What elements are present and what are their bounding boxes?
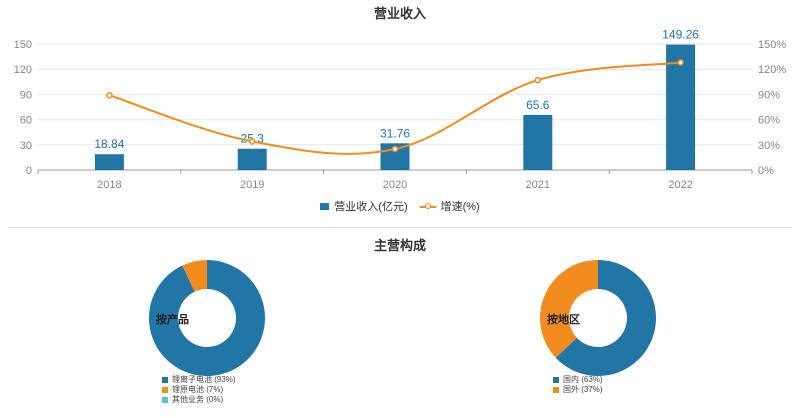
region-legend-item[interactable]: 国外 (37%) [553,385,603,395]
bar-data-label: 18.84 [94,137,124,151]
bar-data-label: 65.6 [526,98,550,112]
legend-swatch [553,377,559,383]
legend-label: 国内 (63%) [563,375,603,384]
y-tick-left: 150 [14,39,32,51]
legend-item-growth[interactable]: 增速(%) [419,198,480,214]
legend-label: 锂离子电池 (93%) [172,375,236,384]
growth-point[interactable] [391,145,399,153]
product-legend: 锂离子电池 (93%) 锂原电池 (7%) 其他业务 (0%) [162,375,236,405]
legend-label: 其他业务 (0%) [172,395,224,404]
x-tick-label: 2020 [383,179,407,191]
y-tick-left: 90 [20,89,32,101]
region-legend-item[interactable]: 国内 (63%) [553,375,603,385]
growth-point[interactable] [248,138,256,145]
region-legend: 国内 (63%) 国外 (37%) [553,375,603,395]
legend-swatch-bar [320,202,330,210]
legend-swatch [162,397,168,403]
y-tick-right: 60% [758,115,780,127]
legend-label-revenue: 营业收入(亿元) [334,201,408,213]
product-legend-item[interactable]: 锂原电池 (7%) [162,385,236,395]
growth-point[interactable] [677,59,684,66]
section-divider [8,227,792,228]
donut-slice[interactable] [540,260,598,358]
legend-swatch [162,387,168,393]
bar-data-label: 149.26 [662,28,699,42]
donut-slice[interactable] [555,260,656,376]
bar[interactable] [94,154,124,170]
legend-swatch [553,387,559,393]
x-tick-label: 2018 [97,179,121,191]
donut-label-product: 按产品 [156,314,189,326]
y-tick-left: 120 [14,64,32,76]
bar-data-label: 31.76 [380,126,410,140]
donut-slice[interactable] [148,260,265,376]
legend-label: 国外 (37%) [563,385,603,394]
composition-title: 主营构成 [373,238,426,253]
chart-title: 营业收入 [373,6,426,21]
legend-label: 锂原电池 (7%) [172,385,224,394]
growth-point[interactable] [534,76,542,84]
region-donut-chart [540,260,656,376]
product-legend-item[interactable]: 其他业务 (0%) [162,395,236,405]
product-donut-chart [148,260,265,376]
y-tick-left: 60 [20,115,32,127]
donut-slice[interactable] [182,260,207,292]
y-tick-right: 90% [758,89,780,101]
y-tick-right: 150% [758,39,786,51]
y-tick-left: 0 [26,165,32,177]
bar[interactable] [237,148,267,170]
legend-item-revenue[interactable]: 营业收入(亿元) [320,198,408,214]
legend-swatch-line [419,202,436,211]
legend-swatch [162,377,168,383]
x-tick-label: 2019 [240,179,264,191]
y-tick-right: 0% [758,165,774,177]
revenue-chart: 0 30 60 90 120 150 0% 30% 60% 90% 120% 150% 2018 2019… [14,28,787,191]
x-tick-label: 2022 [668,179,692,191]
y-tick-right: 30% [758,140,780,152]
legend-label-growth: 增速(%) [440,201,480,213]
bar[interactable] [523,114,553,170]
donut-label-region: 按地区 [547,314,580,326]
growth-point[interactable] [106,91,113,99]
y-tick-left: 30 [20,140,32,152]
chart-legend: 营业收入(亿元) 增速(%) [0,198,800,214]
product-legend-item[interactable]: 锂离子电池 (93%) [162,375,236,385]
y-tick-right: 120% [758,64,786,76]
x-tick-label: 2021 [526,179,550,191]
